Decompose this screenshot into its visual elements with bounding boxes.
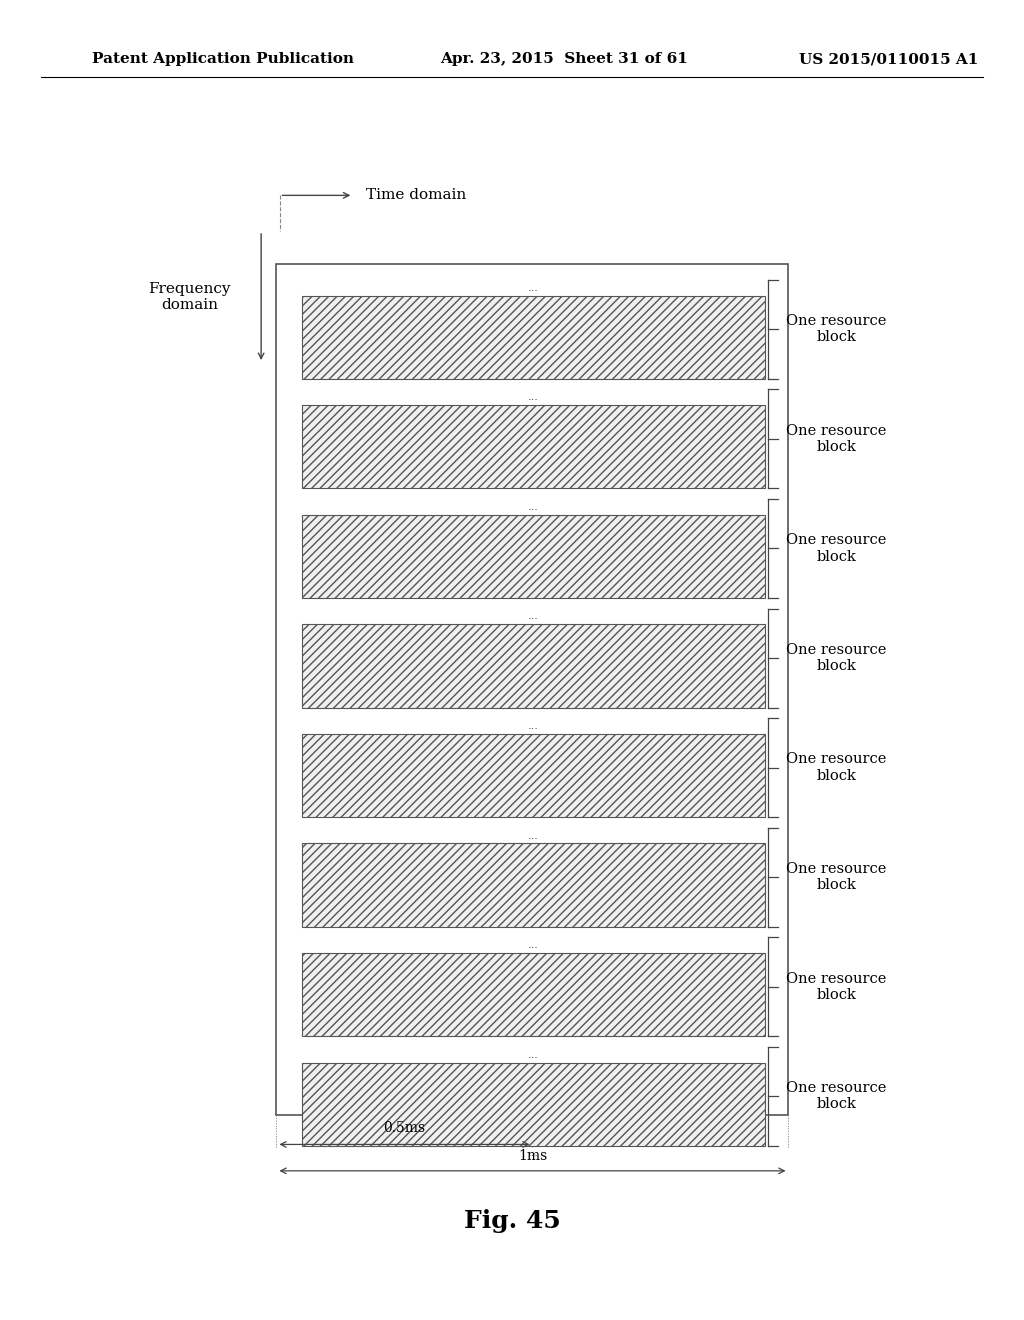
Text: One resource
block: One resource block	[786, 1081, 887, 1111]
Text: ...: ...	[528, 940, 539, 950]
Text: ...: ...	[528, 1049, 539, 1060]
Bar	[302, 624, 765, 708]
Bar	[302, 515, 765, 598]
Text: 0.5ms: 0.5ms	[383, 1121, 426, 1135]
Text: Time domain: Time domain	[366, 189, 466, 202]
Text: ...: ...	[528, 502, 539, 512]
Bar	[302, 843, 765, 927]
Text: Patent Application Publication: Patent Application Publication	[92, 53, 354, 66]
Text: Frequency
domain: Frequency domain	[148, 282, 230, 312]
Text: One resource
block: One resource block	[786, 424, 887, 454]
Text: One resource
block: One resource block	[786, 533, 887, 564]
Text: ...: ...	[528, 611, 539, 622]
Text: ...: ...	[528, 392, 539, 403]
Text: One resource
block: One resource block	[786, 862, 887, 892]
Bar	[302, 296, 765, 379]
Bar	[302, 1063, 765, 1146]
Text: ...: ...	[528, 282, 539, 293]
Text: One resource
block: One resource block	[786, 752, 887, 783]
Text: One resource
block: One resource block	[786, 643, 887, 673]
Text: Fig. 45: Fig. 45	[464, 1209, 560, 1233]
Text: US 2015/0110015 A1: US 2015/0110015 A1	[799, 53, 978, 66]
Text: ...: ...	[528, 721, 539, 731]
Text: Apr. 23, 2015  Sheet 31 of 61: Apr. 23, 2015 Sheet 31 of 61	[440, 53, 688, 66]
Text: 1ms: 1ms	[518, 1148, 547, 1163]
Bar	[302, 734, 765, 817]
Bar	[276, 264, 788, 1115]
Text: One resource
block: One resource block	[786, 972, 887, 1002]
Text: ...: ...	[528, 1148, 539, 1158]
Text: ...: ...	[528, 830, 539, 841]
Bar	[302, 405, 765, 488]
Text: One resource
block: One resource block	[786, 314, 887, 345]
Bar	[302, 953, 765, 1036]
